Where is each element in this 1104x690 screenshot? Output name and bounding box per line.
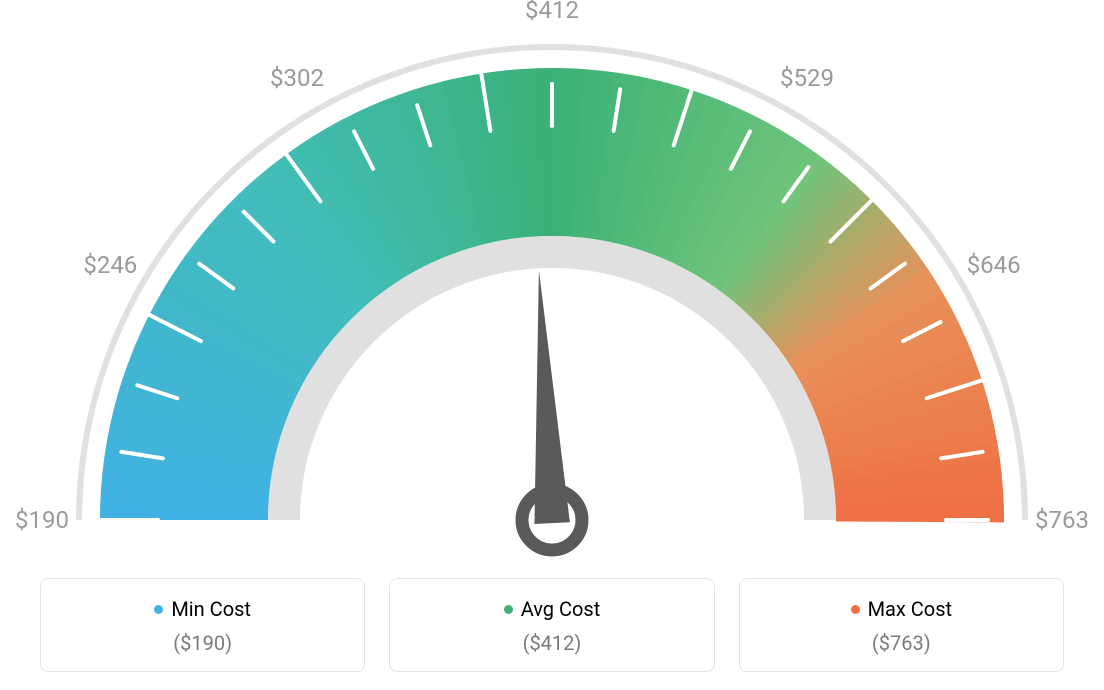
legend-value-max: ($763) bbox=[750, 631, 1053, 655]
legend-value-avg: ($412) bbox=[400, 631, 703, 655]
dot-icon-max bbox=[851, 605, 860, 614]
legend-title-min-text: Min Cost bbox=[171, 597, 251, 621]
legend-title-max: Max Cost bbox=[851, 597, 953, 621]
gauge-area: $190 $246 $302 $412 $529 $646 $763 bbox=[0, 0, 1104, 560]
legend-row: Min Cost ($190) Avg Cost ($412) Max Cost… bbox=[40, 578, 1064, 672]
gauge-tick-label: $190 bbox=[15, 506, 69, 534]
gauge-tick-label: $646 bbox=[967, 251, 1021, 279]
gauge-tick-label: $302 bbox=[270, 64, 324, 92]
gauge-tick-label: $246 bbox=[83, 251, 137, 279]
legend-title-avg: Avg Cost bbox=[504, 597, 601, 621]
legend-card-min: Min Cost ($190) bbox=[40, 578, 365, 672]
dot-icon-avg bbox=[504, 605, 513, 614]
legend-card-max: Max Cost ($763) bbox=[739, 578, 1064, 672]
gauge-tick-label: $763 bbox=[1035, 506, 1089, 534]
dot-icon-min bbox=[154, 605, 163, 614]
gauge-tick-label: $412 bbox=[525, 0, 579, 24]
gauge-svg bbox=[0, 0, 1104, 560]
gauge-tick-label: $529 bbox=[780, 64, 834, 92]
legend-title-min: Min Cost bbox=[154, 597, 251, 621]
legend-card-avg: Avg Cost ($412) bbox=[389, 578, 714, 672]
legend-title-avg-text: Avg Cost bbox=[521, 597, 601, 621]
legend-value-min: ($190) bbox=[51, 631, 354, 655]
legend-title-max-text: Max Cost bbox=[868, 597, 953, 621]
chart-container: $190 $246 $302 $412 $529 $646 $763 Min Cost ($… bbox=[0, 0, 1104, 690]
